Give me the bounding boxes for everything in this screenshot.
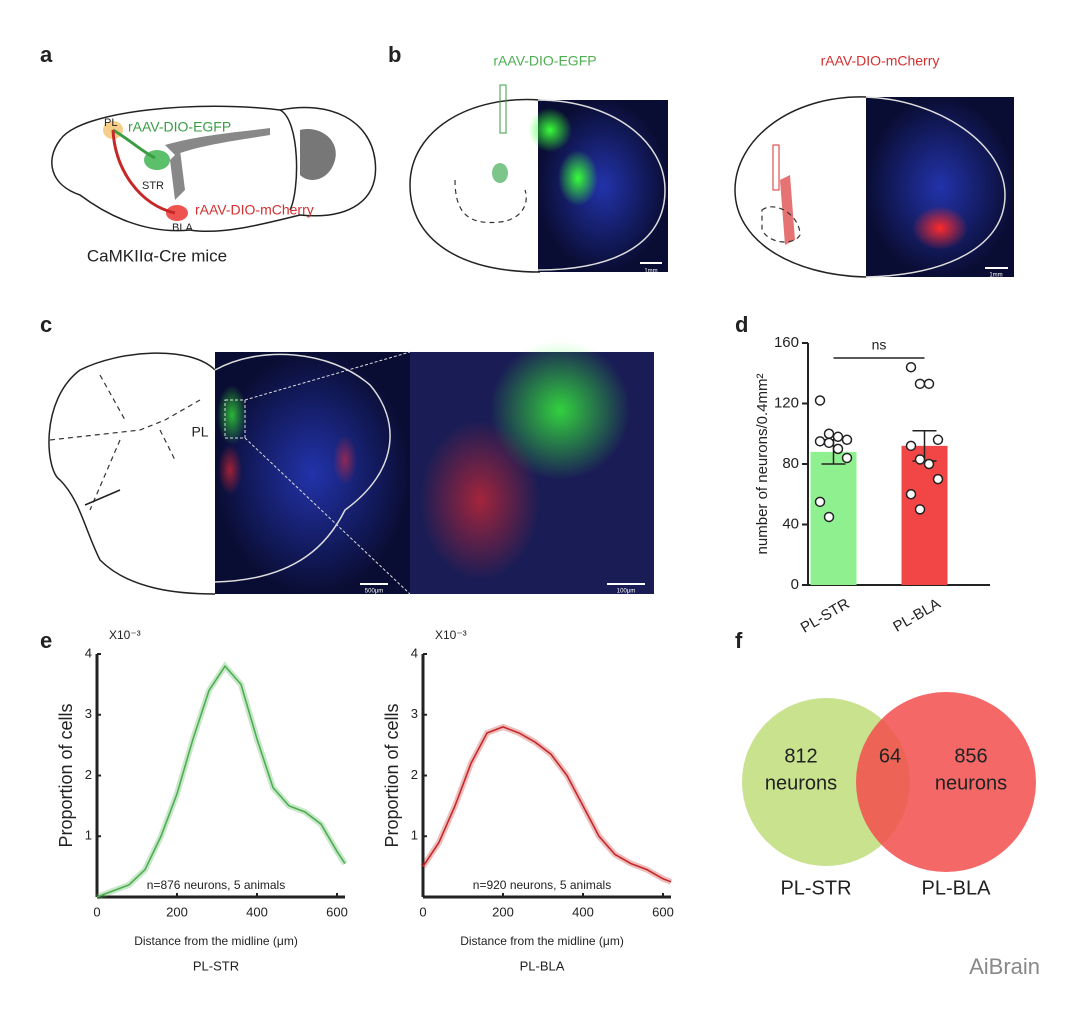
data-point	[841, 434, 853, 446]
image-title: rAAV-DIO-mCherry	[821, 53, 940, 69]
data-point	[814, 395, 826, 406]
y-tick-label: 2	[85, 767, 92, 782]
y-tick-label: 1	[85, 828, 92, 843]
caption: CaMKIIα-Cre mice	[87, 246, 227, 265]
y-tick-label: 3	[85, 706, 92, 721]
data-point	[923, 378, 935, 390]
y-axis-label: Proportion of cells	[382, 703, 402, 847]
x-tick-label: 0	[93, 904, 100, 919]
x-tick-label: 0	[419, 904, 426, 919]
watermark: AiBrain	[969, 954, 1040, 979]
venn-set	[856, 692, 1036, 872]
data-point	[905, 440, 917, 452]
y-axis-label: number of neurons/0.4mm²	[754, 374, 771, 555]
data-point	[814, 496, 826, 508]
chart-title: PL-BLA	[520, 958, 565, 973]
image-title: rAAV-DIO-EGFP	[493, 53, 596, 69]
x-tick-label: 600	[326, 904, 348, 919]
data-point	[905, 489, 917, 500]
annotation: n=876 neurons, 5 animals	[147, 878, 285, 892]
x-axis-label: Distance from the midline (μm)	[134, 934, 298, 948]
scale-bar-label: 1mm	[989, 273, 1002, 279]
y-tick-label: 40	[782, 515, 799, 532]
data-point	[914, 454, 926, 465]
overlap-count: 64	[879, 745, 901, 767]
region-label: BLA	[172, 222, 193, 234]
y-tick-label: 4	[85, 645, 92, 660]
y-tick-label: 4	[411, 645, 418, 660]
y-tick-label: 160	[774, 334, 799, 351]
data-point	[823, 511, 835, 523]
data-point	[914, 378, 926, 390]
data-point	[841, 452, 853, 464]
y-multiplier: X10⁻³	[109, 628, 141, 642]
annotation: n=920 neurons, 5 animals	[473, 878, 611, 892]
panel-label: d	[735, 312, 748, 337]
data-point	[823, 437, 835, 449]
y-tick-label: 1	[411, 828, 418, 843]
region-label: PL	[191, 424, 208, 440]
bar	[901, 445, 948, 585]
data-point	[832, 431, 844, 443]
set-unit: neurons	[765, 772, 837, 794]
y-tick-label: 2	[411, 767, 418, 782]
panel-label: a	[40, 42, 53, 67]
data-point	[932, 473, 944, 485]
set-name: PL-BLA	[922, 877, 992, 899]
band	[420, 723, 673, 885]
annotation: ns	[872, 337, 887, 353]
set-count: 856	[954, 745, 987, 767]
scale-bar-label: 1mm	[644, 269, 657, 275]
y-tick-label: 120	[774, 394, 799, 411]
x-tick-label: PL-BLA	[890, 595, 943, 636]
line	[96, 664, 346, 898]
data-point	[823, 428, 835, 439]
coronal-section	[48, 340, 654, 595]
x-tick-label: 400	[246, 904, 268, 919]
x-tick-label: 600	[652, 904, 674, 919]
chart-title: PL-STR	[193, 958, 239, 973]
set-name: PL-STR	[780, 877, 851, 899]
y-axis-label: Proportion of cells	[56, 703, 76, 847]
x-tick-label: 400	[572, 904, 594, 919]
panel-label: f	[735, 628, 743, 653]
set-count: 812	[784, 745, 817, 767]
data-point	[832, 443, 844, 455]
x-axis-label: Distance from the midline (μm)	[460, 934, 624, 948]
band	[95, 661, 348, 900]
region-label: PL	[104, 117, 117, 129]
panel-label: b	[388, 42, 401, 67]
section-diagram	[409, 84, 1014, 278]
x-tick-label: 200	[492, 904, 514, 919]
brain-sagittal	[51, 105, 377, 233]
scale-bar-label: 100μm	[617, 589, 635, 595]
virus-label: rAAV-DIO-mCherry	[195, 202, 314, 218]
y-multiplier: X10⁻³	[435, 628, 467, 642]
set-unit: neurons	[935, 772, 1007, 794]
panel-label: e	[40, 628, 52, 653]
scale-bar-label: 500μm	[365, 589, 383, 595]
y-tick-label: 0	[791, 576, 799, 593]
region-label: STR	[142, 180, 164, 192]
x-tick-label: PL-STR	[798, 595, 853, 636]
data-point	[914, 504, 926, 515]
data-point	[905, 361, 917, 373]
line	[422, 726, 672, 883]
data-point	[932, 434, 944, 446]
data-point	[814, 436, 826, 447]
panel-label: c	[40, 312, 52, 337]
data-point	[923, 458, 935, 470]
virus-label: rAAV-DIO-EGFP	[128, 119, 231, 135]
y-tick-label: 80	[782, 455, 799, 472]
y-tick-label: 3	[411, 706, 418, 721]
x-tick-label: 200	[166, 904, 188, 919]
